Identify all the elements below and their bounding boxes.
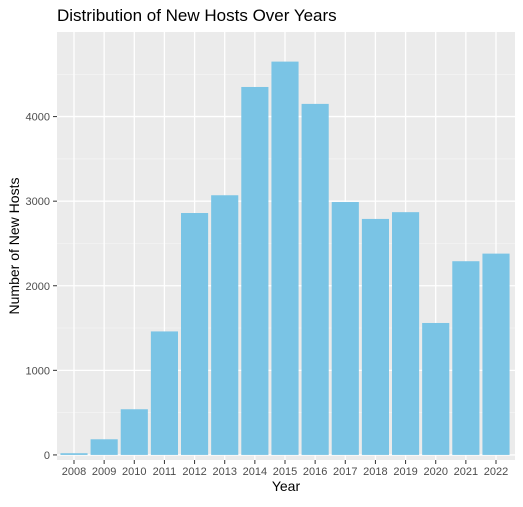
bar-2011: [150, 331, 178, 455]
bar-2010: [120, 409, 148, 455]
x-tick-label: 2009: [92, 466, 116, 478]
x-tick-label: 2021: [454, 466, 478, 478]
bar-2014: [241, 86, 269, 455]
x-tick-label: 2016: [303, 466, 327, 478]
x-tick-label: 2014: [243, 466, 267, 478]
y-tick-label: 2000: [26, 281, 50, 293]
bar-2013: [211, 195, 239, 455]
x-tick-label: 2008: [62, 466, 86, 478]
bar-2016: [301, 103, 329, 455]
x-tick-label: 2022: [484, 466, 508, 478]
x-tick-label: 2018: [363, 466, 387, 478]
bar-2019: [392, 212, 420, 455]
bar-2018: [361, 218, 389, 455]
x-tick-label: 2017: [333, 466, 357, 478]
bar-2009: [90, 439, 118, 455]
y-tick-label: 0: [44, 450, 50, 462]
x-tick-label: 2011: [153, 466, 177, 478]
y-tick-label: 4000: [26, 112, 50, 124]
bar-2021: [452, 261, 480, 455]
chart-title: Distribution of New Hosts Over Years: [57, 6, 337, 25]
bars: [60, 61, 510, 455]
x-tick-label: 2015: [273, 466, 297, 478]
x-tick-label: 2012: [182, 466, 206, 478]
x-tick-label: 2013: [212, 466, 236, 478]
x-axis-title: Year: [272, 478, 301, 494]
y-axis-title: Number of New Hosts: [6, 178, 22, 315]
bar-2012: [181, 213, 209, 455]
bar-2020: [422, 322, 450, 455]
x-axis: 2008 2009 2010 2011 2012 2013 2014 2015 2016 2017…: [62, 460, 508, 478]
y-axis: 0 1000 2000 3000 4000: [26, 112, 57, 462]
bar-2015: [271, 61, 299, 455]
y-tick-label: 3000: [26, 196, 50, 208]
bar-2022: [482, 253, 510, 455]
y-tick-label: 1000: [26, 365, 50, 377]
x-tick-label: 2019: [393, 466, 417, 478]
bar-2017: [331, 202, 359, 455]
x-tick-label: 2020: [423, 466, 447, 478]
x-tick-label: 2010: [122, 466, 146, 478]
bar-2008: [60, 453, 88, 455]
